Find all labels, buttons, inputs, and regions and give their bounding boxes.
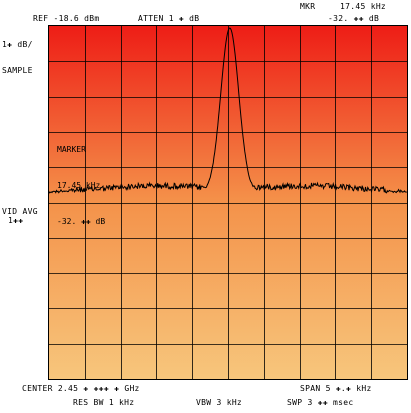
marker-readout: MARKER 17.45 kHz -32. ✚✚ dB bbox=[57, 120, 105, 240]
video-bandwidth-label: VBW 3 kHz bbox=[196, 398, 243, 407]
sweep-time-label: SWP 3 ✚✚ msec bbox=[287, 398, 354, 407]
spectrum-trace bbox=[49, 27, 407, 194]
graticule bbox=[49, 26, 407, 379]
marker-readout-freq: 17.45 kHz bbox=[57, 181, 101, 190]
marker-header-freq: 17.45 kHz bbox=[340, 2, 387, 11]
video-average-label: VID AVG bbox=[2, 207, 38, 216]
resolution-bandwidth-label: RES BW 1 kHz bbox=[73, 398, 135, 407]
marker-header-label: MKR bbox=[300, 2, 316, 11]
span-label: SPAN 5 ✚.✚ kHz bbox=[300, 384, 372, 393]
spectrum-plot bbox=[49, 26, 407, 379]
center-frequency-label: CENTER 2.45 ✚ ✚✚✚ ✚ GHz bbox=[22, 384, 140, 393]
marker-header-level: -32. ✚✚ dB bbox=[328, 14, 380, 23]
detector-mode-label: SAMPLE bbox=[2, 66, 33, 75]
scale-label: 1✚ dB/ bbox=[2, 40, 33, 49]
marker-readout-level: -32. ✚✚ dB bbox=[57, 217, 106, 226]
spectrum-display bbox=[48, 25, 408, 380]
display-background bbox=[49, 26, 407, 379]
attenuation-label: ATTEN 1 ✚ dB bbox=[138, 14, 200, 23]
video-average-value: 1✚✚ bbox=[8, 216, 24, 225]
marker-readout-title: MARKER bbox=[57, 145, 86, 154]
ref-level-label: REF -18.6 dBm bbox=[33, 14, 100, 23]
